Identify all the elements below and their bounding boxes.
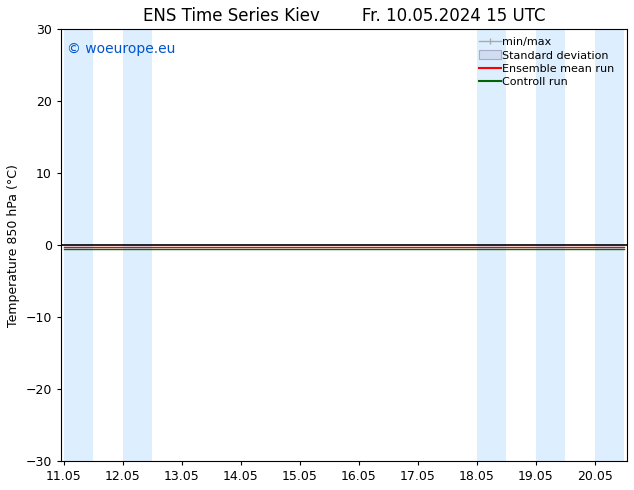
Bar xyxy=(64,29,93,461)
Bar xyxy=(536,29,565,461)
Bar xyxy=(595,29,624,461)
Text: © woeurope.eu: © woeurope.eu xyxy=(67,42,175,56)
Title: ENS Time Series Kiev        Fr. 10.05.2024 15 UTC: ENS Time Series Kiev Fr. 10.05.2024 15 U… xyxy=(143,7,545,25)
Legend: min/max, Standard deviation, Ensemble mean run, Controll run: min/max, Standard deviation, Ensemble me… xyxy=(477,35,621,89)
Bar xyxy=(123,29,152,461)
Y-axis label: Temperature 850 hPa (°C): Temperature 850 hPa (°C) xyxy=(7,164,20,327)
Bar xyxy=(477,29,506,461)
